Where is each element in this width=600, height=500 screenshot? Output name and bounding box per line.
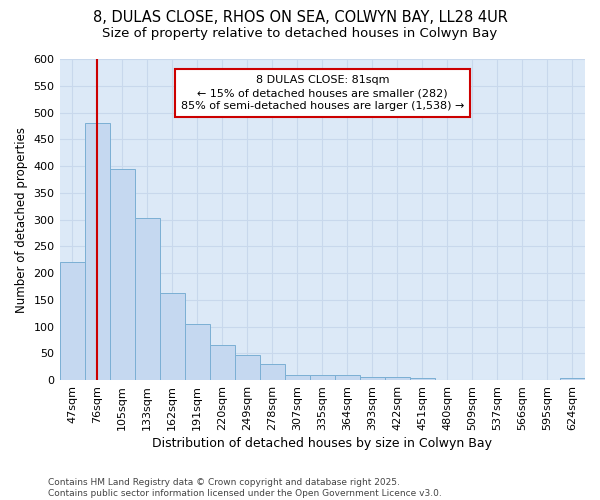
Text: Size of property relative to detached houses in Colwyn Bay: Size of property relative to detached ho…: [103, 28, 497, 40]
Bar: [134, 218, 160, 380]
Bar: [385, 378, 410, 380]
Bar: [160, 293, 185, 380]
Bar: [360, 378, 385, 380]
Text: 8, DULAS CLOSE, RHOS ON SEA, COLWYN BAY, LL28 4UR: 8, DULAS CLOSE, RHOS ON SEA, COLWYN BAY,…: [92, 10, 508, 25]
Bar: [260, 364, 285, 380]
Bar: [410, 378, 435, 380]
Bar: [560, 378, 585, 380]
Bar: [59, 262, 85, 380]
Bar: [235, 355, 260, 380]
Bar: [310, 374, 335, 380]
Text: Contains HM Land Registry data © Crown copyright and database right 2025.
Contai: Contains HM Land Registry data © Crown c…: [48, 478, 442, 498]
Y-axis label: Number of detached properties: Number of detached properties: [15, 126, 28, 312]
X-axis label: Distribution of detached houses by size in Colwyn Bay: Distribution of detached houses by size …: [152, 437, 492, 450]
Text: 8 DULAS CLOSE: 81sqm
← 15% of detached houses are smaller (282)
85% of semi-deta: 8 DULAS CLOSE: 81sqm ← 15% of detached h…: [181, 75, 464, 112]
Bar: [110, 168, 134, 380]
Bar: [185, 324, 209, 380]
Bar: [285, 374, 310, 380]
Bar: [335, 374, 360, 380]
Bar: [209, 346, 235, 380]
Bar: [85, 123, 110, 380]
